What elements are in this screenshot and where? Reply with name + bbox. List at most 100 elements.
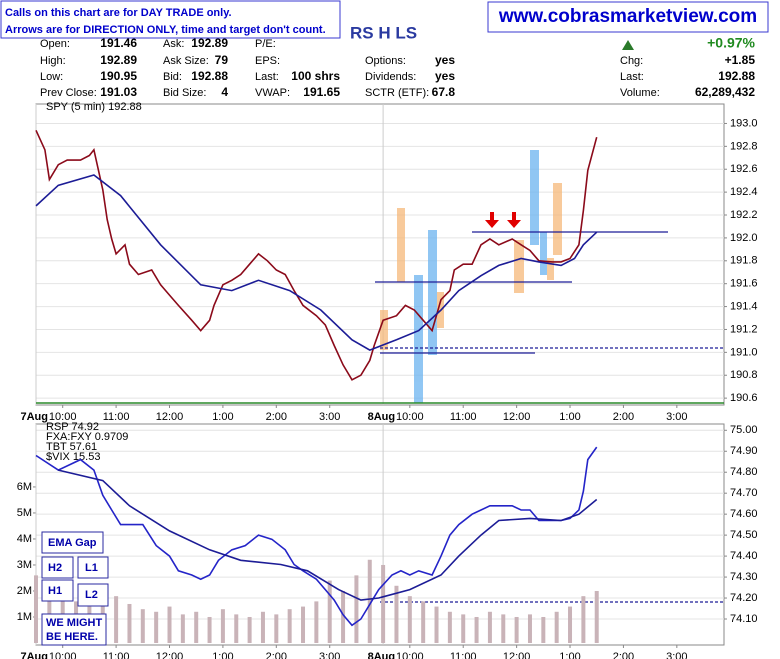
x-day-label: 8Aug	[368, 651, 396, 659]
volume-bar	[421, 601, 426, 643]
arrow	[507, 212, 521, 228]
box-label: H1	[48, 585, 62, 597]
volume-bar	[327, 580, 332, 643]
y-tick-label: 192.2	[730, 209, 758, 221]
volume-bar	[287, 609, 292, 643]
y-tick-label: 74.40	[730, 550, 758, 562]
quote-value: 79	[215, 53, 229, 67]
grid-layer: 75.00 74.90 74.80 74.70 74.60 74.50 74.40 74.30…	[17, 424, 758, 659]
legend-entry: TBT 57.61	[46, 441, 97, 453]
volume-bar	[167, 606, 172, 643]
y-tick-label: 74.60	[730, 508, 758, 520]
x-tick-label: 3:00	[666, 651, 687, 659]
x-tick-label: 1:00	[212, 651, 233, 659]
volume-bar	[514, 616, 519, 643]
quote-label: High:	[40, 55, 66, 67]
quote-label: Bid:	[163, 71, 182, 83]
quote-value: 192.88	[718, 69, 755, 83]
x-tick-label: 12:00	[156, 411, 184, 423]
x-tick-label: 10:00	[49, 651, 77, 659]
blue-box	[428, 230, 437, 355]
quote-value: 62,289,432	[695, 85, 755, 99]
box-label: L1	[85, 562, 98, 574]
orange-box	[553, 183, 562, 255]
quote-value: 191.03	[100, 85, 137, 99]
x-tick-label: 2:00	[613, 411, 634, 423]
x-tick-label: 11:00	[450, 651, 477, 659]
quote-label: Volume:	[620, 87, 660, 99]
notes-box	[0, 0, 341, 39]
annotation-boxes	[380, 150, 562, 403]
x-tick-label: 12:00	[156, 651, 184, 659]
orange-box	[380, 310, 388, 350]
volume-bar	[341, 590, 346, 643]
label-box	[41, 556, 74, 579]
y-tick-label: 190.8	[730, 369, 758, 381]
quote-label: Options:	[365, 55, 406, 67]
y-tick-label: 74.80	[730, 466, 758, 478]
volume-bar	[114, 596, 119, 643]
y-tick-label: 74.50	[730, 529, 758, 541]
quote-label: Ask:	[163, 38, 184, 50]
quote-value: 4	[221, 85, 228, 99]
change-pct: +0.97%	[707, 35, 755, 51]
quote-label: Low:	[40, 71, 63, 83]
note: Arrows are for DIRECTION ONLY, time and …	[5, 24, 326, 36]
volume-bar	[501, 614, 506, 643]
box-label: EMA Gap	[48, 537, 97, 549]
blue-box	[414, 275, 423, 403]
volume-bar	[180, 614, 185, 643]
label-boxes: EMA Gap H2 L1 H1 L2 WE MIGHT BE HERE.	[41, 531, 109, 646]
quote-value: 192.88	[191, 69, 228, 83]
quote-value: yes	[435, 69, 455, 83]
volume-bar	[301, 606, 306, 643]
box-label: BE HERE.	[46, 631, 98, 643]
x-day-label: 7Aug	[21, 411, 49, 423]
box-label: H2	[48, 562, 62, 574]
quote-label: Ask Size:	[163, 55, 209, 67]
volume-bar	[314, 601, 319, 643]
quote-label: EPS:	[255, 55, 280, 67]
volume-bar	[34, 575, 38, 643]
series-line	[58, 469, 598, 601]
quote-label: P/E:	[255, 38, 276, 50]
quote-label: SCTR (ETF):	[365, 87, 429, 99]
volume-bar	[381, 564, 386, 643]
volume-bar	[247, 616, 252, 643]
legend-entry: FXA:FXY 0.9709	[46, 431, 128, 443]
quote-label: Chg:	[620, 55, 643, 67]
quote-value: 192.89	[100, 53, 137, 67]
x-tick-label: 11:00	[450, 411, 477, 423]
y-tick-label: 191.4	[730, 300, 758, 312]
y2-tick-label: 3M	[17, 559, 32, 571]
x-tick-label: 11:00	[103, 411, 130, 423]
quote-value: yes	[435, 53, 455, 67]
series-line	[35, 174, 598, 351]
y2-tick-label: 6M	[17, 481, 32, 493]
quote-label: Prev Close:	[40, 87, 97, 99]
volume-bar	[394, 585, 399, 643]
y2-tick-label: 5M	[17, 507, 32, 519]
note: Calls on this chart are for DAY TRADE on…	[5, 7, 232, 19]
volume-bar	[220, 609, 225, 643]
volume-bar	[207, 616, 212, 643]
x-day-label: 8Aug	[368, 411, 396, 423]
label-box	[41, 613, 107, 646]
volume-bar	[274, 614, 279, 643]
volume-bar	[541, 616, 546, 643]
x-tick-label: 3:00	[319, 411, 340, 423]
blue-box	[540, 232, 547, 275]
blue-box	[530, 150, 539, 245]
y-tick-label: 74.10	[730, 613, 758, 625]
x-tick-label: 3:00	[319, 651, 340, 659]
volume-bar	[260, 611, 265, 643]
chart-title: SPY (5 min) 192.88	[46, 101, 142, 113]
label-box	[41, 531, 104, 554]
label-box	[77, 583, 109, 607]
y-tick-label: 75.00	[730, 424, 758, 436]
volume-bar	[434, 606, 439, 643]
volume-bar	[367, 559, 372, 643]
orange-box	[514, 240, 524, 293]
